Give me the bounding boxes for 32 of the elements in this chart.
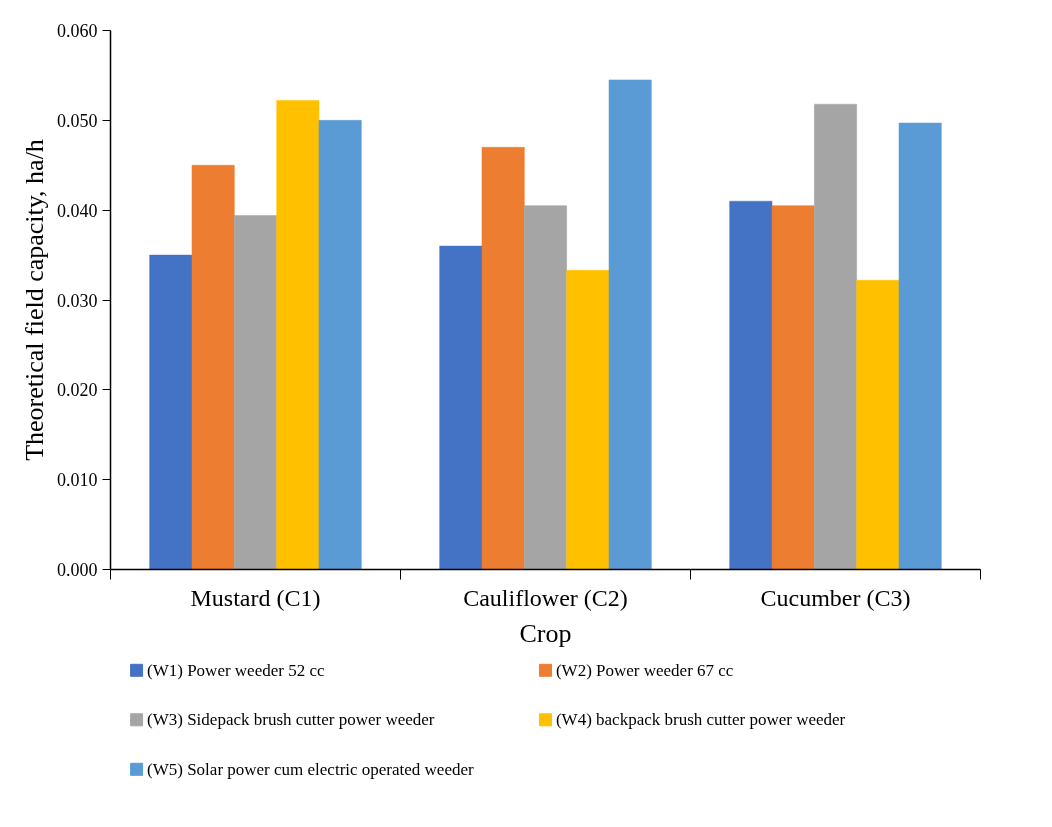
- legend-label: (W5) Solar power cum electric operated weeder: [147, 759, 474, 779]
- bar: [191, 165, 235, 570]
- x-tick-label: Mustard (C1): [190, 584, 321, 611]
- x-tick-label: Cucumber (C3): [760, 584, 911, 611]
- y-axis-title: Theoretical field capacity, ha/h: [20, 139, 49, 461]
- legend-label: (W1) Power weeder 52 cc: [147, 660, 325, 680]
- y-tick-label: 0.060: [57, 21, 98, 41]
- bar: [276, 100, 320, 570]
- y-tick-label: 0.040: [57, 200, 98, 221]
- bar: [856, 279, 900, 570]
- y-tick-label: 0.000: [57, 560, 98, 580]
- y-tick-label: 0.050: [57, 110, 98, 131]
- legend-label: (W4) backpack brush cutter power weeder: [555, 710, 846, 730]
- x-tick-label: Cauliflower (C2): [463, 584, 628, 611]
- bar: [149, 254, 193, 570]
- y-tick-label: 0.030: [57, 290, 98, 311]
- bar: [481, 147, 525, 570]
- bar: [898, 122, 942, 570]
- bar: [771, 205, 815, 570]
- bar: [234, 215, 277, 570]
- bar: [566, 270, 610, 570]
- y-tick-label: 0.020: [57, 380, 98, 401]
- legend-label: (W2) Power weeder 67 cc: [555, 660, 734, 680]
- bar: [729, 200, 773, 570]
- y-tick-label: 0.010: [57, 470, 98, 491]
- bar: [318, 120, 362, 570]
- bar: [608, 79, 652, 570]
- bar: [524, 205, 567, 570]
- bar: [814, 103, 857, 570]
- legend-label: (W3) Sidepack brush cutter power weeder: [147, 710, 435, 730]
- x-axis-title: Crop: [519, 618, 572, 648]
- bar: [439, 245, 483, 570]
